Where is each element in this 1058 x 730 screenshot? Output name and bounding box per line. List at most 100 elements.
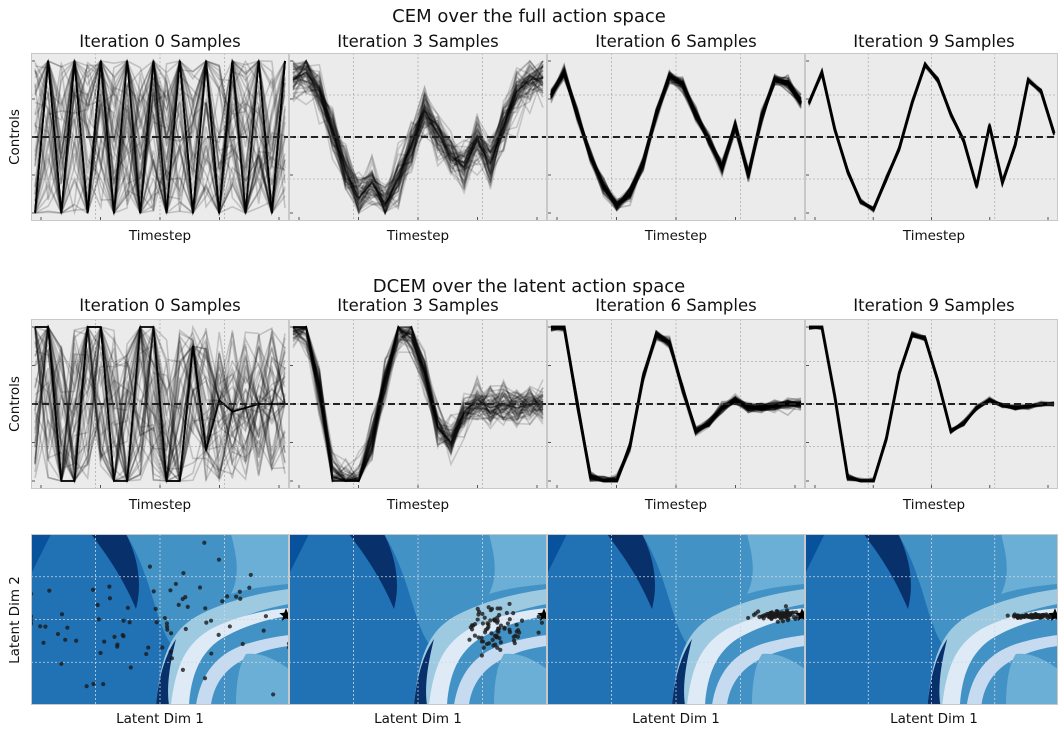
sample-point — [208, 618, 214, 623]
sample-line — [292, 326, 544, 482]
sample-point — [496, 629, 501, 634]
sample-point — [757, 614, 762, 620]
sample-point — [498, 647, 503, 652]
sample-line — [292, 325, 544, 482]
sample-point — [183, 595, 188, 600]
sample-line — [35, 326, 286, 482]
sample-line — [34, 60, 286, 215]
sample-line — [292, 325, 544, 482]
sample-line — [293, 326, 544, 482]
sample-point — [1015, 614, 1020, 619]
sample-line — [34, 57, 286, 214]
sample-line — [34, 60, 286, 214]
sample-point — [480, 639, 486, 644]
x-axis-label: Timestep — [128, 497, 192, 513]
sample-point — [492, 617, 497, 622]
sample-line — [292, 77, 544, 202]
sample-line — [292, 325, 544, 483]
row1-suptitle: CEM over the full action space — [392, 6, 666, 27]
sample-line — [292, 325, 544, 482]
y-axis-label: Controls — [7, 376, 23, 432]
sample-line — [34, 58, 286, 215]
sample-point — [125, 605, 131, 610]
sample-point — [202, 676, 208, 681]
sample-line — [292, 325, 544, 482]
panel-border — [289, 319, 547, 489]
mean-trajectory — [807, 61, 1056, 212]
sample-point — [479, 635, 484, 640]
chart-panel-dcem-iter-9 — [805, 319, 1058, 489]
sample-line — [34, 326, 286, 482]
contour-band — [31, 534, 121, 634]
sample-point — [216, 557, 222, 562]
contour-band — [1001, 534, 1058, 594]
sample-line — [292, 326, 544, 482]
chart-panel-cem-iter-3 — [289, 53, 547, 221]
contour-band — [289, 534, 379, 634]
sample-line — [35, 326, 285, 482]
sample-point — [101, 681, 106, 687]
sample-line — [34, 333, 286, 482]
panel-border — [547, 319, 805, 489]
sample-point — [220, 599, 225, 604]
sample-line — [292, 325, 544, 477]
sample-line — [293, 326, 544, 482]
sample-point — [263, 614, 268, 619]
sample-line — [34, 59, 286, 214]
sample-line — [292, 76, 544, 216]
contour-band — [752, 653, 805, 705]
sample-point — [498, 640, 503, 645]
panel-border — [547, 534, 805, 705]
sample-line — [292, 75, 544, 213]
sample-point — [128, 665, 133, 670]
panel-border — [31, 53, 289, 221]
latent-panel-iter-3 — [289, 534, 547, 705]
contour-band — [289, 534, 309, 574]
panel-title: Iteration 9 Samples — [853, 32, 1015, 51]
sample-point — [65, 625, 70, 630]
contour-band — [805, 534, 825, 574]
sample-point — [183, 626, 188, 632]
sample-point — [536, 630, 541, 635]
sample-point — [176, 602, 181, 607]
sample-line — [293, 325, 544, 482]
sample-point — [146, 645, 151, 650]
sample-line — [292, 326, 544, 482]
sample-point — [1023, 614, 1028, 619]
sample-point — [783, 604, 789, 609]
optimum-star-marker — [795, 608, 805, 621]
panel-border — [289, 53, 547, 221]
contour-band — [414, 639, 434, 705]
sample-point — [225, 594, 230, 599]
sample-line — [292, 65, 544, 216]
mean-trajectory — [35, 326, 285, 482]
sample-point — [204, 620, 209, 625]
sample-point — [90, 587, 96, 592]
sample-point — [121, 618, 126, 623]
sample-point — [202, 540, 207, 545]
sample-point — [488, 618, 493, 623]
row2-suptitle: DCEM over the latent action space — [372, 276, 686, 297]
sample-point — [1030, 615, 1035, 620]
sample-line — [34, 326, 286, 482]
sample-line — [292, 330, 544, 483]
sample-line — [292, 71, 544, 200]
sample-point — [476, 635, 481, 640]
x-axis-label: Latent Dim 1 — [374, 711, 462, 727]
sample-line — [292, 326, 544, 482]
sample-line — [292, 58, 544, 211]
sample-line — [292, 70, 544, 207]
y-axis-label: Controls — [7, 109, 23, 165]
sample-point — [247, 585, 252, 590]
sample-line — [35, 326, 286, 484]
sample-line — [34, 57, 286, 217]
contour-band — [494, 653, 547, 705]
sample-line — [292, 326, 544, 483]
sample-line — [292, 325, 544, 483]
sample-line — [34, 60, 286, 216]
mean-trajectory — [551, 325, 801, 483]
latent-panel-iter-0 — [31, 534, 289, 705]
contour-band — [349, 534, 397, 609]
panel-title: Iteration 6 Samples — [595, 32, 757, 51]
sample-line — [292, 329, 544, 483]
